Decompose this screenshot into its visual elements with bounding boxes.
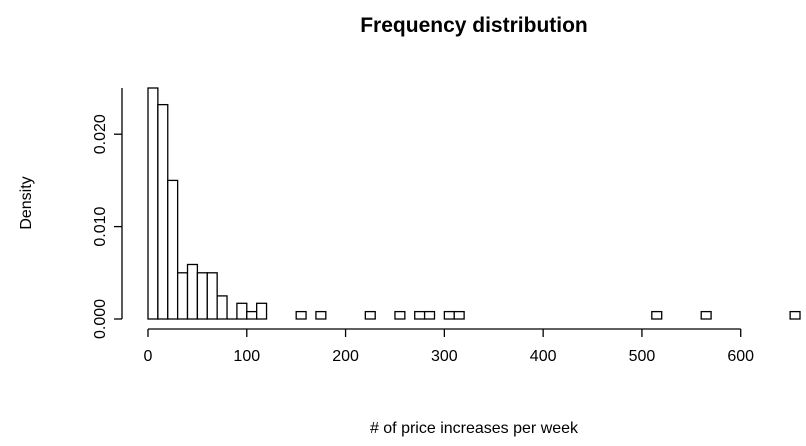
x-axis: 0 100 200 300 400 500 600 — [144, 328, 754, 365]
histogram-bar — [196, 272, 208, 320]
chart-title: Frequency distribution — [360, 14, 588, 37]
histogram-bar — [364, 310, 376, 320]
histogram-bar — [315, 310, 327, 320]
histogram-bar — [157, 103, 169, 320]
histogram-bar — [147, 87, 159, 320]
x-tick-label: 200 — [332, 348, 359, 365]
x-axis-label: # of price increases per week — [370, 420, 579, 437]
histogram-bar — [167, 179, 179, 320]
histogram-bar — [651, 310, 663, 320]
histogram-bar — [176, 272, 189, 320]
histogram-bars — [147, 87, 801, 320]
histogram-bar — [453, 310, 465, 320]
histogram-bar — [394, 310, 406, 320]
x-tick-label: 600 — [727, 348, 754, 365]
histogram-bar — [295, 310, 307, 320]
histogram-bar — [789, 310, 801, 320]
histogram-bar — [443, 310, 455, 320]
histogram-bar — [206, 272, 218, 320]
histogram-bar — [414, 310, 426, 320]
histogram-bar — [246, 310, 258, 320]
x-tick-label: 300 — [431, 348, 458, 365]
histogram-bar — [216, 295, 228, 320]
histogram-bar — [236, 302, 248, 320]
y-axis-label: Density — [18, 176, 35, 229]
y-tick-label: 0.020 — [92, 114, 109, 154]
histogram-bar — [423, 310, 436, 320]
x-tick-label: 100 — [233, 348, 260, 365]
y-axis: 0.000 0.010 0.020 — [92, 88, 123, 339]
x-tick-label: 500 — [629, 348, 656, 365]
y-tick-label: 0.010 — [92, 206, 109, 246]
histogram-bar — [256, 302, 268, 320]
histogram-bar — [186, 263, 199, 320]
x-tick-label: 0 — [144, 348, 153, 365]
y-tick-label: 0.000 — [92, 299, 109, 339]
x-tick-label: 400 — [530, 348, 557, 365]
histogram-bar — [700, 310, 712, 320]
